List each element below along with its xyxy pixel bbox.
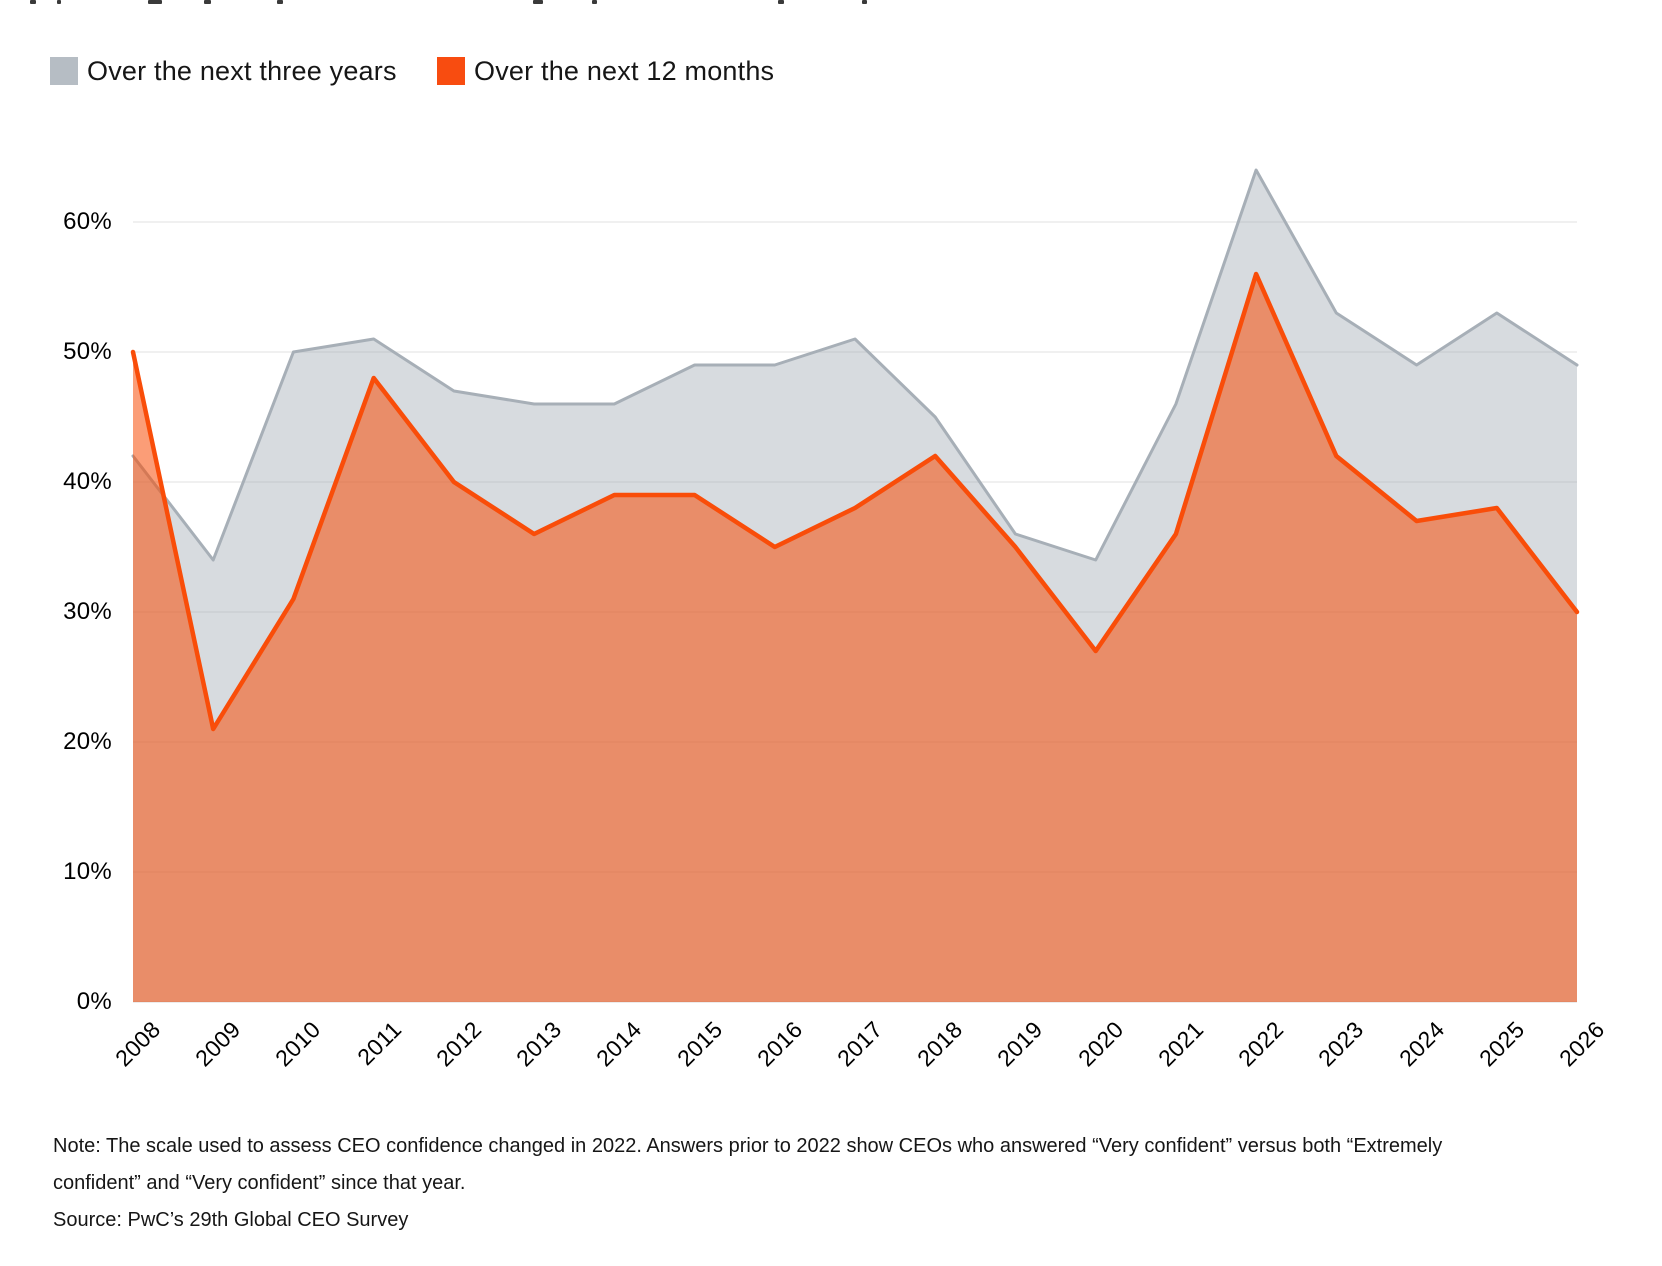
legend-label-three-years: Over the next three years [87, 56, 397, 86]
y-tick-10%: 10% [63, 858, 112, 885]
y-tick-40%: 40% [63, 468, 112, 495]
y-tick-50%: 50% [63, 338, 112, 365]
legend-swatch-three-years [50, 57, 78, 85]
legend-swatch-twelve-months [437, 57, 465, 85]
series-line-three-years [131, 168, 1579, 562]
y-tick-60%: 60% [63, 208, 112, 235]
legend-item-twelve-months: Over the next 12 months [437, 57, 774, 85]
series-line-twelve-months [130, 271, 1580, 732]
y-tick-20%: 20% [63, 728, 112, 755]
y-tick-0%: 0% [76, 988, 112, 1015]
legend-label-twelve-months: Over the next 12 months [474, 56, 775, 86]
note-block: Note: The scale used to assess CEO confi… [53, 1128, 1445, 1239]
legend-item-three-years: Over the next three years [50, 57, 397, 85]
series-area-twelve-months [133, 274, 1577, 1002]
chart-note: Note: The scale used to assess CEO confi… [53, 1135, 1443, 1194]
y-tick-30%: 30% [63, 598, 112, 625]
chart-source: Source: PwC’s 29th Global CEO Survey [53, 1209, 409, 1231]
legend: Over the next three years Over the next … [0, 57, 1662, 87]
